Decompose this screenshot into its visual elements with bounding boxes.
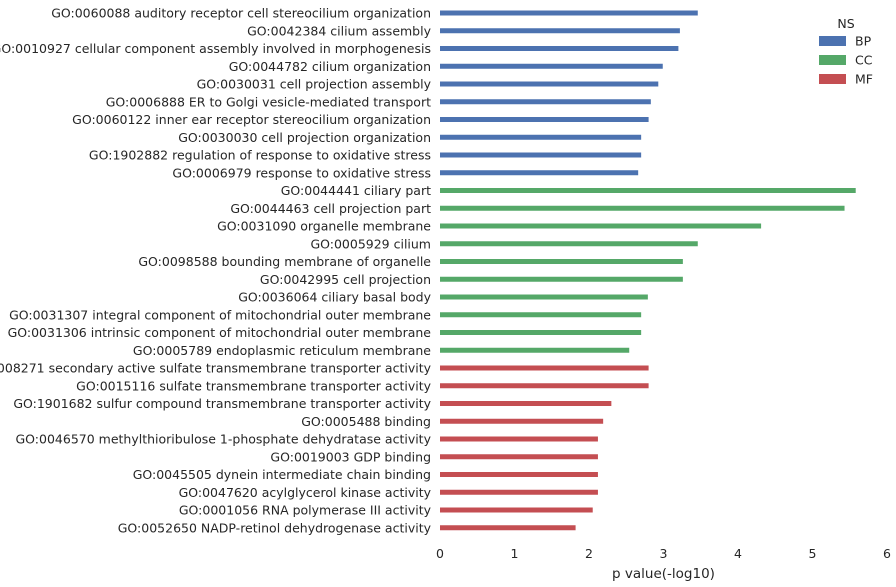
category-label: GO:0052650 NADP-retinol dehydrogenase ac… [118, 520, 432, 535]
x-tick-label: 1 [511, 546, 519, 561]
bar-cc [440, 205, 845, 211]
bar-bp [440, 63, 663, 69]
bar-cc [440, 347, 630, 353]
category-label: GO:0098588 bounding membrane of organell… [138, 254, 431, 269]
bar-bp [440, 170, 639, 176]
category-label: GO:0030031 cell projection assembly [197, 77, 432, 92]
category-labels-group: GO:0060088 auditory receptor cell stereo… [0, 6, 432, 536]
category-label: GO:0044782 cilium organization [229, 59, 431, 74]
x-tick-label: 0 [436, 546, 444, 561]
category-label: GO:0031090 organelle membrane [217, 219, 431, 234]
category-label: GO:0042384 cilium assembly [247, 23, 431, 38]
category-label: GO:0060088 auditory receptor cell stereo… [51, 6, 431, 21]
category-label: GO:0008271 secondary active sulfate tran… [0, 361, 432, 376]
category-label: GO:0031307 integral component of mitocho… [9, 307, 431, 322]
x-tick-label: 3 [660, 546, 668, 561]
category-label: GO:0005789 endoplasmic reticulum membran… [133, 343, 431, 358]
category-label: GO:0046570 methylthioribulose 1-phosphat… [16, 432, 432, 447]
x-tick-label: 5 [809, 546, 817, 561]
bars-group [440, 10, 856, 531]
category-label: GO:0045505 dynein intermediate chain bin… [133, 467, 431, 482]
bar-mf [440, 454, 598, 460]
category-label: GO:0015116 sulfate transmembrane transpo… [76, 378, 431, 393]
bar-mf [440, 489, 598, 495]
x-tick-label: 6 [883, 546, 891, 561]
bar-bp [440, 152, 642, 158]
bar-mf [440, 401, 612, 406]
bar-bp [440, 81, 659, 87]
x-axis-ticks-group: 0 1 2 3 4 5 6 [436, 546, 891, 561]
legend-label-mf: MF [855, 72, 873, 87]
x-axis-label: p value(-log10) [612, 566, 715, 582]
category-label: GO:0005488 binding [301, 414, 431, 429]
x-tick-label: 2 [585, 546, 593, 561]
bar-bp [440, 46, 679, 51]
category-label: GO:0031306 intrinsic component of mitoch… [8, 325, 432, 340]
category-label: GO:0060122 inner ear receptor stereocili… [72, 112, 431, 127]
category-label: GO:0042995 cell projection [260, 272, 431, 287]
legend: NS BP CC MF [819, 16, 873, 87]
bar-mf [440, 525, 576, 531]
bar-bp [440, 117, 649, 122]
bar-cc [440, 188, 856, 193]
bar-cc [440, 241, 698, 247]
bar-mf [440, 365, 649, 371]
x-tick-label: 4 [734, 546, 742, 561]
bar-cc [440, 259, 683, 264]
category-label: GO:0044441 ciliary part [281, 183, 431, 198]
bar-mf [440, 507, 593, 513]
bar-cc [440, 330, 642, 335]
bar-mf [440, 472, 598, 477]
bar-cc [440, 276, 683, 282]
category-label: GO:0010927 cellular component assembly i… [0, 41, 431, 56]
bar-cc [440, 312, 642, 318]
bar-cc [440, 294, 648, 300]
category-label: GO:1901682 sulfur compound transmembrane… [13, 396, 431, 411]
category-label: GO:0047620 acylglycerol kinase activity [179, 485, 432, 500]
category-label: GO:0044463 cell projection part [230, 201, 431, 216]
category-label: GO:0005929 cilium [310, 236, 431, 251]
bar-bp [440, 28, 680, 34]
bar-cc [440, 223, 762, 229]
category-label: GO:0006888 ER to Golgi vesicle-mediated … [106, 94, 431, 109]
category-label: GO:1902882 regulation of response to oxi… [89, 148, 431, 163]
legend-label-bp: BP [855, 34, 872, 49]
category-label: GO:0001056 RNA polymerase III activity [179, 503, 432, 518]
category-label: GO:0030030 cell projection organization [178, 130, 431, 145]
category-label: GO:0006979 response to oxidative stress [172, 165, 431, 180]
bar-mf [440, 436, 598, 442]
bar-bp [440, 10, 698, 16]
legend-swatch-cc [819, 55, 846, 65]
bar-mf [440, 383, 649, 389]
legend-swatch-bp [819, 36, 846, 46]
bar-bp [440, 134, 642, 140]
bar-bp [440, 99, 651, 105]
legend-swatch-mf [819, 74, 846, 84]
category-label: GO:0036064 ciliary basal body [238, 290, 431, 305]
category-label: GO:0019003 GDP binding [270, 449, 431, 464]
bar-mf [440, 418, 604, 424]
legend-label-cc: CC [855, 53, 873, 68]
legend-title: NS [837, 16, 854, 31]
